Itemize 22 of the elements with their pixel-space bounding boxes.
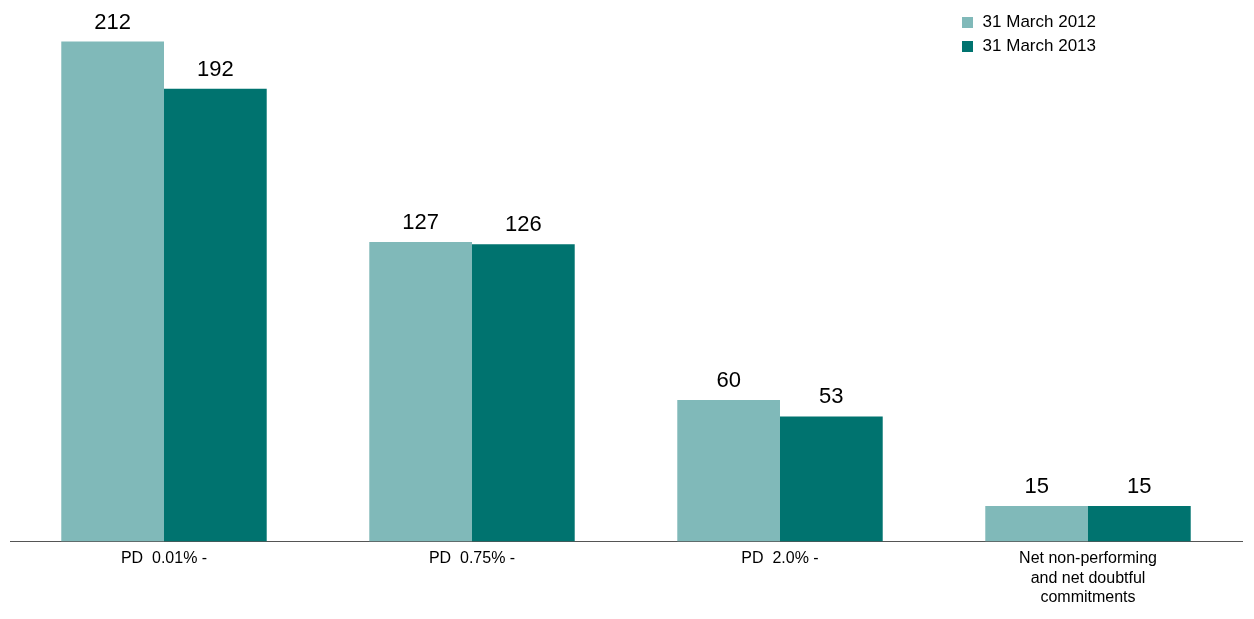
bar [985, 506, 1088, 542]
data-label: 127 [402, 208, 439, 234]
bar [164, 88, 267, 542]
data-label: 53 [819, 383, 844, 409]
legend-label: 31 March 2013 [982, 35, 1096, 57]
data-label: 192 [197, 55, 234, 81]
bar [369, 241, 472, 542]
data-label: 15 [1127, 473, 1152, 499]
x-tick-label: PD 0.75% - [428, 549, 516, 567]
bar [472, 244, 575, 542]
bar [61, 41, 164, 542]
legend-label: 31 March 2012 [982, 11, 1096, 33]
data-label: 60 [716, 366, 741, 392]
data-label: 212 [94, 8, 131, 34]
bar [677, 399, 780, 542]
bar [1088, 506, 1191, 542]
x-tick-label: PD 0.01% - [120, 549, 208, 567]
bar [780, 416, 883, 542]
data-label: 126 [505, 211, 542, 237]
x-tick-label: Net non-performing and net doubtful commitments [1019, 549, 1157, 605]
data-label: 15 [1024, 473, 1049, 499]
x-tick-label: PD 2.0% - [741, 549, 819, 567]
